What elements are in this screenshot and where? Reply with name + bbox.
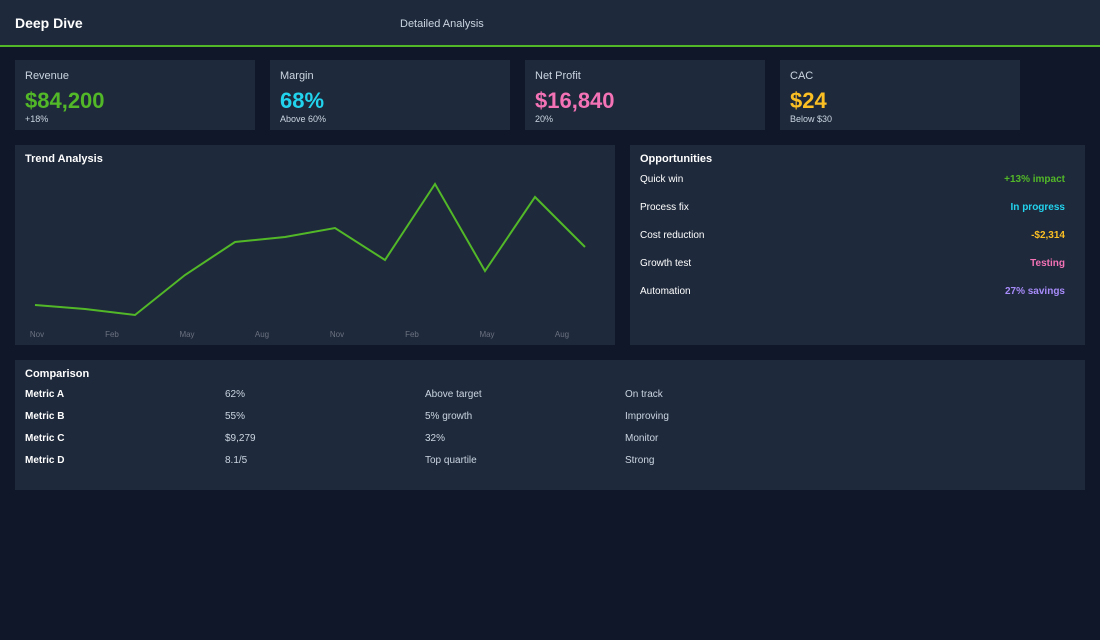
- opportunity-name: Cost reduction: [640, 230, 705, 241]
- opportunity-status: Testing: [1030, 258, 1065, 269]
- table-cell: Metric A: [25, 389, 65, 400]
- trend-panel: Trend Analysis Nov Feb May Aug Nov Feb May Aug: [15, 145, 615, 345]
- kpi-note: Below $30: [790, 114, 833, 124]
- trend-line: [34, 182, 586, 317]
- subtitle: Detailed Analysis: [400, 18, 484, 30]
- table-cell: Monitor: [625, 433, 659, 444]
- x-tick-label: Aug: [255, 330, 269, 339]
- x-tick-label: Aug: [555, 330, 569, 339]
- table-cell: $9,279: [225, 433, 256, 444]
- kpi-label: Net Profit: [535, 70, 581, 82]
- kpi-card: Revenue $84,200 +18%: [15, 60, 255, 130]
- opportunity-status: 27% savings: [1004, 286, 1065, 297]
- table-cell: Improving: [625, 411, 669, 422]
- panel-title: Trend Analysis: [25, 153, 103, 165]
- opportunities-panel: Opportunities Quick win +13% impact Proces…: [630, 145, 1085, 345]
- x-tick-label: May: [479, 330, 494, 339]
- opportunity-name: Quick win: [640, 174, 684, 185]
- table-cell: Metric B: [25, 411, 65, 422]
- opportunity-name: Growth test: [640, 258, 692, 269]
- kpi-value: $24: [790, 88, 827, 113]
- table-cell: Above target: [425, 389, 482, 400]
- table-cell: 8.1/5: [225, 455, 248, 466]
- kpi-card: Net Profit $16,840 20%: [525, 60, 765, 130]
- kpi-card: CAC $24 Below $30: [780, 60, 1020, 130]
- x-tick-label: May: [179, 330, 194, 339]
- table-cell: Metric D: [25, 455, 65, 466]
- panel-title: Comparison: [25, 368, 90, 380]
- kpi-note: +18%: [25, 114, 49, 124]
- opportunity-status: In progress: [1010, 202, 1065, 213]
- kpi-value: $16,840: [535, 88, 615, 113]
- panel-title: Opportunities: [640, 153, 713, 165]
- comparison-panel: Comparison Metric A 62% Above target On tra…: [15, 360, 1085, 490]
- x-tick-label: Feb: [405, 330, 419, 339]
- table-cell: Strong: [625, 455, 655, 466]
- x-tick-label: Feb: [105, 330, 119, 339]
- opportunity-name: Process fix: [640, 202, 689, 213]
- kpi-value: 68%: [280, 88, 325, 113]
- table-cell: 5% growth: [425, 411, 473, 422]
- x-tick-label: Nov: [330, 330, 344, 339]
- opportunity-status: -$2,314: [1031, 230, 1065, 241]
- kpi-note: 20%: [535, 114, 554, 124]
- table-cell: Top quartile: [425, 455, 477, 466]
- chart: Nov Feb May Aug Nov Feb May Aug: [30, 182, 586, 339]
- header: Deep Dive Detailed Analysis: [0, 0, 1100, 47]
- kpi-card: Margin 68% Above 60%: [270, 60, 510, 130]
- app-title: Deep Dive: [15, 15, 83, 31]
- kpi-label: CAC: [790, 70, 814, 82]
- table-cell: On track: [625, 389, 663, 400]
- kpi-note: Above 60%: [280, 114, 327, 124]
- kpi-label: Revenue: [25, 70, 70, 82]
- table-cell: Metric C: [25, 433, 65, 444]
- x-tick-label: Nov: [30, 330, 44, 339]
- opportunity-name: Automation: [640, 286, 691, 297]
- opportunity-status: +13% impact: [1004, 174, 1065, 185]
- kpi-value: $84,200: [25, 88, 105, 113]
- table-cell: 55%: [225, 411, 246, 422]
- kpi-label: Margin: [280, 70, 314, 82]
- table-cell: 62%: [225, 389, 246, 400]
- table-cell: 32%: [425, 433, 446, 444]
